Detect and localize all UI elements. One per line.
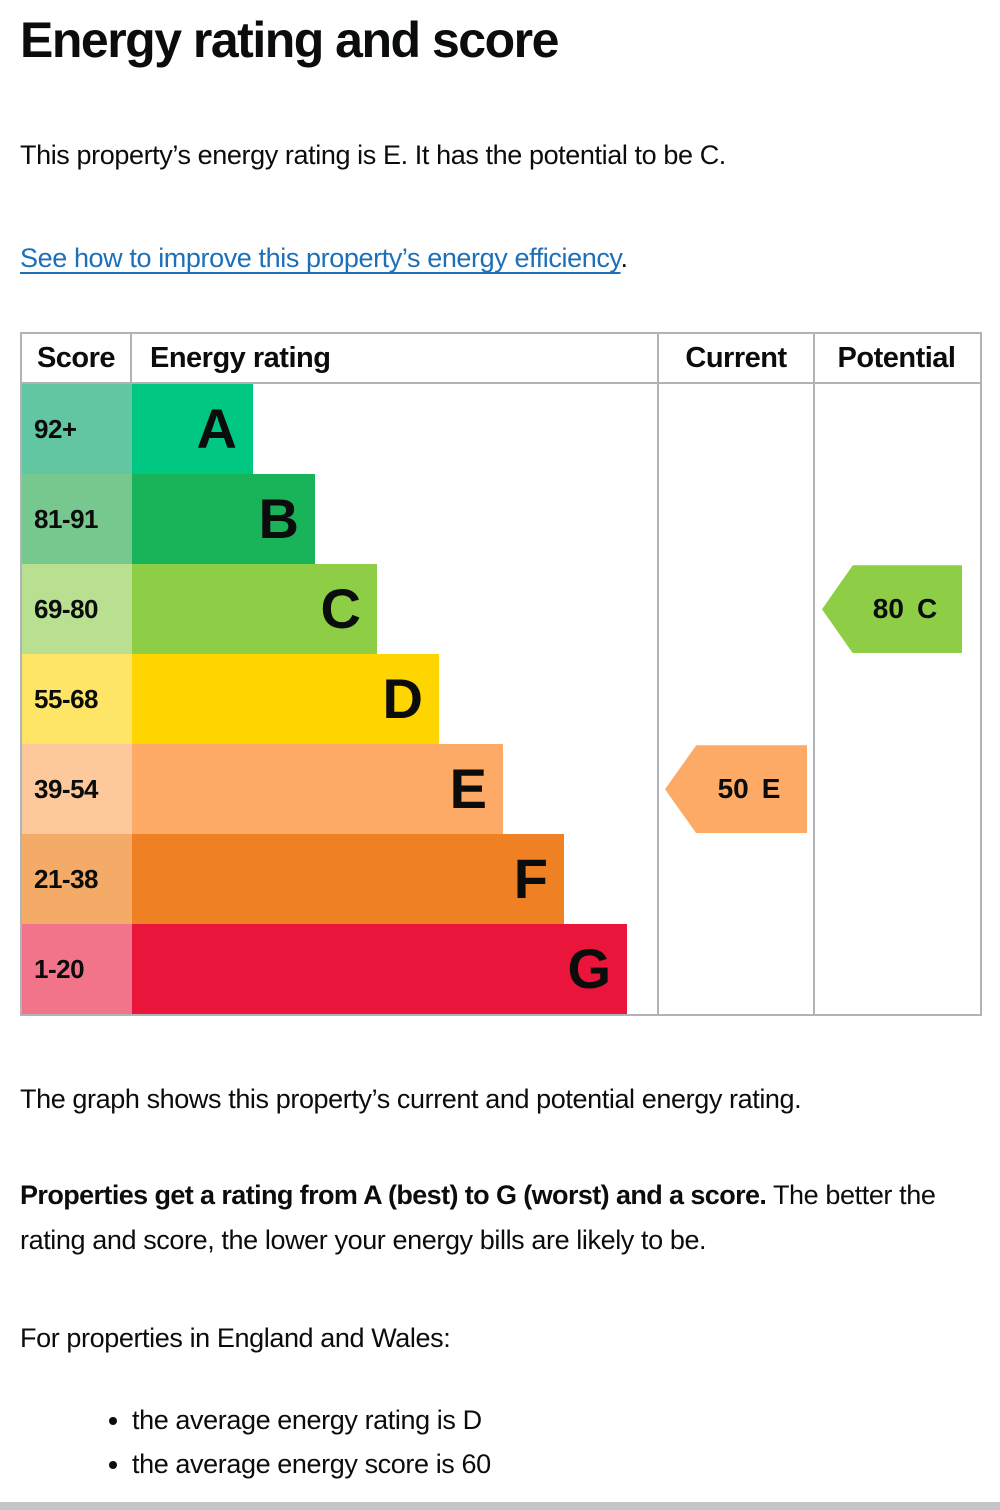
improve-efficiency-link[interactable]: See how to improve this property’s energ… xyxy=(20,243,621,274)
potential-column-divider xyxy=(813,334,815,1015)
list-item: the average energy rating is D xyxy=(132,1398,980,1443)
band-score-cell: 55-68 xyxy=(22,654,132,745)
band-bar: A xyxy=(132,384,253,475)
band-score-range: 55-68 xyxy=(34,683,99,714)
band-letter: D xyxy=(382,667,423,731)
band-letter: E xyxy=(449,757,487,821)
intro-text: This property’s energy rating is E. It h… xyxy=(20,140,726,170)
band-bar: D xyxy=(132,654,439,745)
band-score-cell: 81-91 xyxy=(22,474,132,565)
band-row: 81-91 B xyxy=(22,474,980,565)
score-column-header: Score xyxy=(36,342,116,375)
band-score-range: 1-20 xyxy=(34,953,85,984)
band-score-range: 69-80 xyxy=(34,593,99,624)
band-bar: B xyxy=(132,474,315,565)
band-letter: C xyxy=(320,577,361,641)
band-score-range: 92+ xyxy=(34,413,77,444)
graph-caption: The graph shows this property’s current … xyxy=(20,1084,802,1115)
band-score-cell: 21-38 xyxy=(22,834,132,925)
potential-rating-arrow: 80 C xyxy=(822,565,962,654)
band-score-cell: 92+ xyxy=(22,384,132,475)
band-letter: F xyxy=(513,847,548,911)
region-heading: For properties in England and Wales: xyxy=(20,1322,451,1353)
current-column-divider xyxy=(657,334,659,1015)
current-column-header: Current xyxy=(685,342,787,375)
band-score-range: 21-38 xyxy=(34,863,99,894)
link-period: . xyxy=(620,243,629,274)
band-letter: G xyxy=(567,937,611,1001)
energy-rating-chart: Score Energy rating Current Potential 92… xyxy=(20,332,982,1017)
current-band-letter: E xyxy=(761,773,781,805)
page-title: Energy rating and score xyxy=(20,12,559,68)
band-row: 69-80 C xyxy=(22,564,980,655)
explain-paragraph: Properties get a rating from A (best) to… xyxy=(20,1173,980,1262)
current-rating-arrow: 50 E xyxy=(665,745,807,834)
band-score-cell: 39-54 xyxy=(22,744,132,835)
current-score: 50 xyxy=(717,773,749,805)
band-row: 21-38 F xyxy=(22,834,980,925)
band-bar: G xyxy=(132,924,627,1015)
list-item: the average energy score is 60 xyxy=(132,1442,980,1487)
band-row: 1-20 G xyxy=(22,924,980,1015)
chart-header-row: Score Energy rating Current Potential xyxy=(22,334,980,385)
band-bar: E xyxy=(132,744,503,835)
energy-rating-column-header: Energy rating xyxy=(150,342,331,375)
band-letter: A xyxy=(196,397,237,461)
explain-bold: Properties get a rating from A (best) to… xyxy=(20,1180,767,1211)
band-score-cell: 69-80 xyxy=(22,564,132,655)
band-score-range: 81-91 xyxy=(34,503,99,534)
band-row: 39-54 E xyxy=(22,744,980,835)
average-stats-list: the average energy rating is Dthe averag… xyxy=(20,1398,980,1487)
score-header-divider xyxy=(130,334,132,383)
band-score-range: 39-54 xyxy=(34,773,99,804)
explain-rest: The better the rating and score, the low… xyxy=(20,1180,936,1255)
epc-bands: 92+ A 81-91 B 69-80 C 55-68 D 39-54 xyxy=(22,384,980,1015)
band-row: 92+ A xyxy=(22,384,980,475)
section-divider xyxy=(0,1502,1000,1510)
band-row: 55-68 D xyxy=(22,654,980,745)
potential-band-letter: C xyxy=(916,593,938,625)
band-score-cell: 1-20 xyxy=(22,924,132,1015)
improve-link-line: See how to improve this property’s energ… xyxy=(20,239,980,278)
potential-score: 80 xyxy=(872,593,904,625)
band-bar: F xyxy=(132,834,564,925)
band-letter: B xyxy=(258,487,299,551)
band-bar: C xyxy=(132,564,377,655)
potential-column-header: Potential xyxy=(837,342,956,375)
